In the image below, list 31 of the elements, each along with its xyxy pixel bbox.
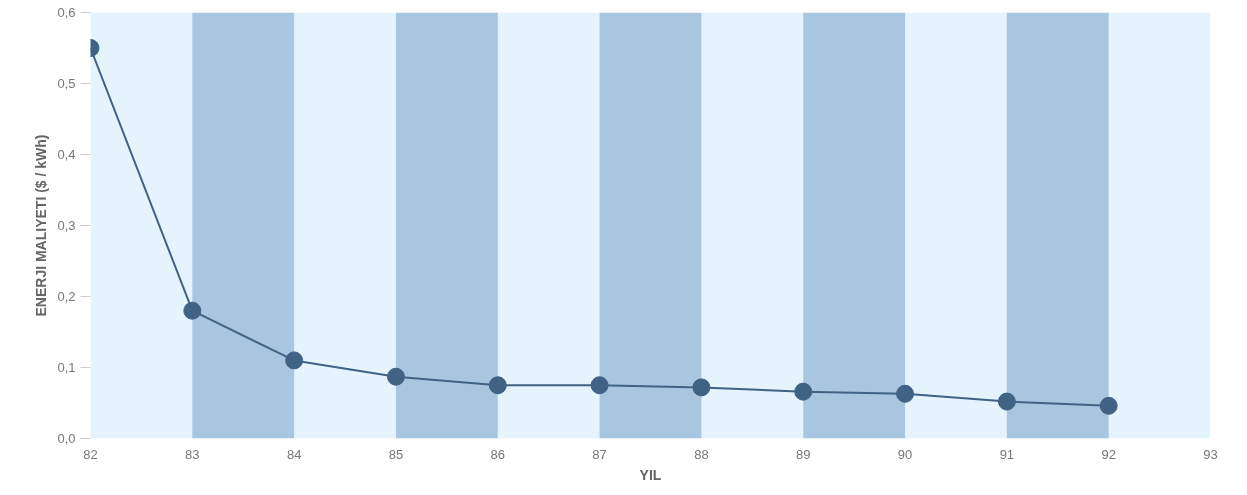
x-tick-label: 83 bbox=[185, 446, 200, 462]
x-tick-label: 90 bbox=[897, 446, 913, 462]
x-tick-label: 93 bbox=[1203, 446, 1218, 462]
x-axis-title: YIL bbox=[639, 466, 662, 483]
y-tick-label: 0,4 bbox=[57, 147, 76, 162]
x-tick-label: 87 bbox=[592, 446, 607, 462]
y-tick-label: 0,6 bbox=[57, 5, 76, 20]
x-tick-label: 91 bbox=[999, 446, 1015, 462]
y-axis-title: ENERJI MALIYETI ($ / kWh) bbox=[33, 134, 50, 317]
point bbox=[285, 351, 304, 370]
y-tick-label: 0,0 bbox=[57, 431, 76, 446]
x-tick-label: 85 bbox=[388, 446, 404, 462]
x-tick-label: 84 bbox=[286, 446, 302, 462]
point bbox=[896, 384, 915, 403]
y-tick-label: 0,3 bbox=[57, 218, 76, 233]
point bbox=[997, 392, 1016, 411]
x-tick-label: 89 bbox=[796, 446, 811, 462]
x-tick-label: 82 bbox=[83, 446, 98, 462]
point bbox=[590, 376, 609, 395]
point bbox=[488, 376, 507, 395]
y-tick-label: 0,2 bbox=[57, 289, 76, 304]
point bbox=[386, 367, 405, 386]
point bbox=[794, 382, 813, 401]
point bbox=[692, 378, 711, 397]
y-tick-label: 0,5 bbox=[57, 76, 76, 91]
y-tick-label: 0,1 bbox=[57, 360, 76, 375]
point bbox=[1099, 396, 1118, 415]
point bbox=[183, 301, 202, 320]
x-tick-label: 86 bbox=[490, 446, 506, 462]
x-tick-label: 92 bbox=[1101, 446, 1116, 462]
x-tick-label: 88 bbox=[694, 446, 709, 462]
